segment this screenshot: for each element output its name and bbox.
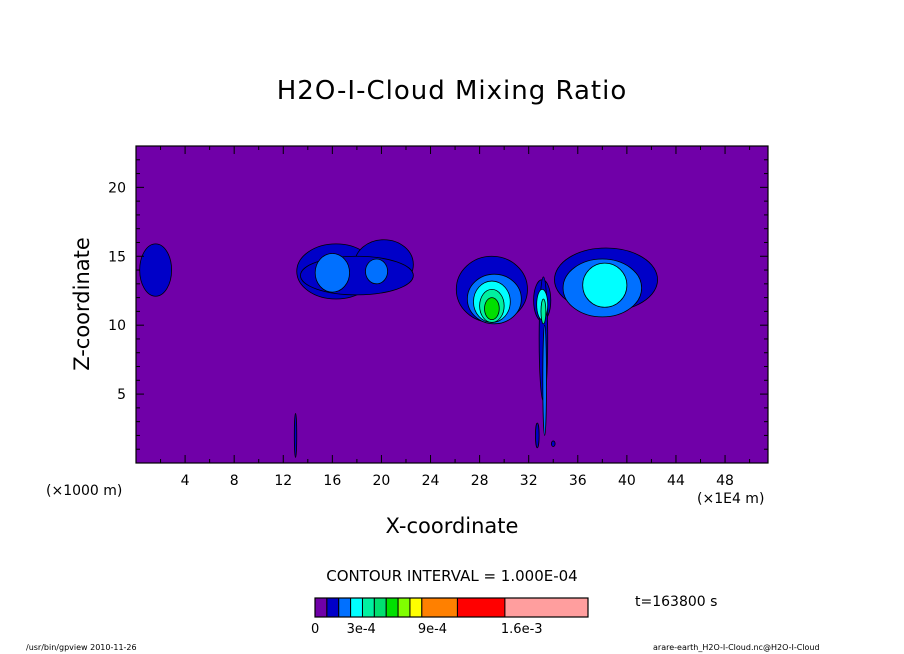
- contour-region-6: [365, 258, 388, 285]
- x-tick-label: 12: [274, 473, 292, 489]
- colorbar-swatch-9: [409, 597, 423, 618]
- contour-region-18: [542, 324, 547, 436]
- x-tick-label: 20: [373, 473, 391, 489]
- x-axis-unit-right: (×1E4 m): [697, 491, 765, 507]
- colorbar-swatch-3: [338, 597, 352, 618]
- footer-right: arare-earth_H2O-I-Cloud.nc@H2O-I-Cloud: [653, 643, 820, 652]
- x-tick-label: 28: [471, 473, 489, 489]
- x-axis-unit-left: (×1000 m): [46, 483, 123, 499]
- contour-region-14: [582, 262, 628, 308]
- x-tick-label: 16: [323, 473, 341, 489]
- colorbar-swatch-2: [326, 597, 340, 618]
- x-tick-label: 36: [569, 473, 587, 489]
- colorbar-tick-label: 0: [311, 622, 320, 637]
- y-tick-label: 5: [117, 387, 126, 403]
- colorbar-tick-label: 9e-4: [417, 622, 448, 637]
- colorbar-swatch-8: [397, 597, 411, 618]
- y-tick-label: 20: [108, 180, 126, 196]
- x-axis-label: X-coordinate: [385, 514, 519, 538]
- y-tick-label: 10: [108, 318, 126, 334]
- contour-region-5: [314, 253, 350, 293]
- plot-frame: [135, 145, 769, 464]
- colorbar-swatch-4: [350, 597, 363, 618]
- time-label: t=163800 s: [635, 594, 718, 610]
- x-tick-label: 48: [716, 473, 734, 489]
- colorbar-swatch-7: [385, 597, 399, 618]
- y-tick-label: 15: [108, 249, 126, 265]
- colorbar-tick-label: 3e-4: [346, 622, 376, 637]
- contour-interval-label: CONTOUR INTERVAL = 1.000E-04: [326, 567, 578, 585]
- contour-region-20: [293, 412, 298, 458]
- x-tick-label: 44: [667, 473, 685, 489]
- x-tick-label: 8: [230, 473, 239, 489]
- colorbar-swatch-10: [421, 597, 458, 618]
- colorbar-swatch-11: [456, 597, 506, 618]
- colorbar-tick-label: 1.6e-3: [500, 622, 543, 637]
- footer-left: /usr/bin/gpview 2010-11-26: [26, 643, 137, 652]
- contour-region-11: [484, 297, 500, 321]
- colorbar-frame: [314, 597, 589, 618]
- x-tick-label: 32: [520, 473, 538, 489]
- colorbar-swatch-1: [314, 597, 328, 618]
- chart-title: H2O-I-Cloud Mixing Ratio: [276, 76, 628, 106]
- contour-region-22: [551, 440, 556, 447]
- colorbar-swatch-6: [373, 597, 387, 618]
- x-tick-label: 24: [422, 473, 440, 489]
- colorbar-swatch-12: [504, 597, 589, 618]
- plot-background: [136, 146, 768, 463]
- contour-region-1: [139, 243, 172, 297]
- colorbar-swatch-5: [361, 597, 375, 618]
- x-tick-label: 4: [181, 473, 190, 489]
- contour-region-21: [535, 422, 540, 449]
- contour-region-19: [540, 298, 547, 325]
- x-tick-label: 40: [618, 473, 636, 489]
- y-axis-label: Z-coordinate: [70, 237, 94, 371]
